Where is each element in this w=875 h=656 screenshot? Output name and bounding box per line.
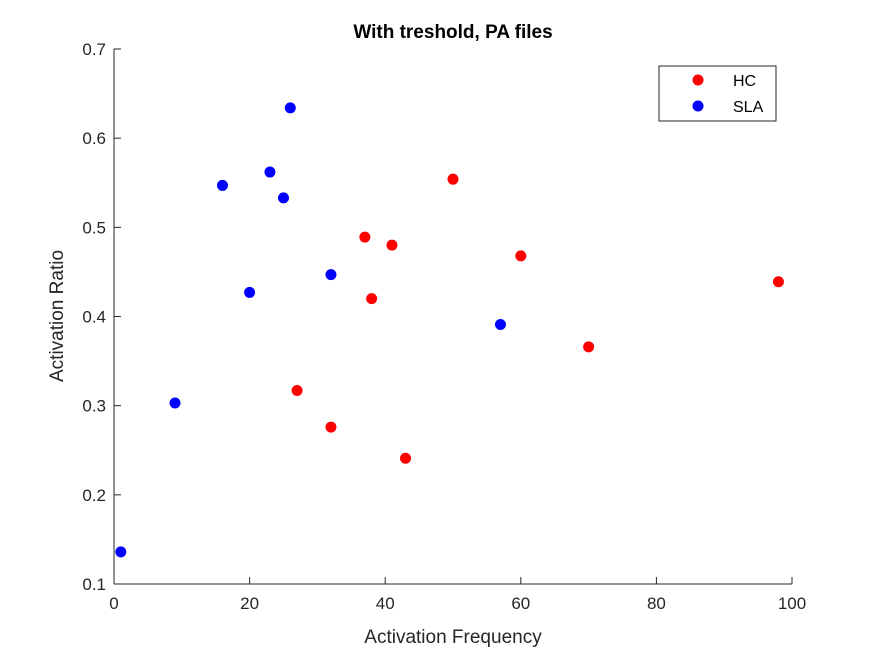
legend-box xyxy=(658,65,777,122)
data-point-sla xyxy=(169,397,181,409)
data-point-sla xyxy=(216,179,228,191)
data-points xyxy=(115,102,784,558)
y-axis-label: Activation Ratio xyxy=(47,250,68,382)
x-ticks: 0 20 40 60 80 100 xyxy=(109,577,806,613)
x-tick-label: 20 xyxy=(240,594,259,613)
data-point-sla xyxy=(244,286,256,298)
x-tick-label: 40 xyxy=(376,594,395,613)
data-point-sla xyxy=(115,546,127,558)
data-point-sla xyxy=(278,192,289,204)
data-point-hc xyxy=(772,276,784,288)
plot-area xyxy=(114,49,792,584)
data-point-sla xyxy=(284,102,296,114)
legend-label-sla: SLA xyxy=(733,99,764,116)
x-tick-label: 100 xyxy=(778,594,806,613)
y-tick-label: 0.2 xyxy=(82,486,106,505)
x-tick-label: 0 xyxy=(109,594,118,613)
legend: HC SLA xyxy=(658,65,777,122)
data-point-hc xyxy=(366,293,378,305)
data-point-hc xyxy=(447,173,459,185)
y-tick-label: 0.1 xyxy=(82,575,106,594)
data-point-hc xyxy=(291,385,303,397)
y-tick-label: 0.7 xyxy=(82,40,106,59)
x-tick-label: 80 xyxy=(647,594,666,613)
y-tick-label: 0.5 xyxy=(82,218,106,237)
data-point-hc xyxy=(515,250,527,262)
x-tick-label: 60 xyxy=(511,594,530,613)
data-point-sla xyxy=(325,269,337,281)
y-tick-label: 0.6 xyxy=(82,129,106,148)
legend-marker-sla xyxy=(692,100,704,112)
y-tick-label: 0.4 xyxy=(82,308,106,327)
data-point-hc xyxy=(583,341,595,353)
data-point-hc xyxy=(400,452,412,464)
x-axis-label: Activation Frequency xyxy=(364,627,542,648)
y-tick-label: 0.3 xyxy=(82,397,106,416)
data-point-sla xyxy=(494,319,506,331)
data-point-hc xyxy=(359,231,371,243)
data-point-sla xyxy=(264,166,276,178)
data-point-hc xyxy=(386,239,398,251)
legend-label-hc: HC xyxy=(733,73,756,90)
y-ticks: 0.1 0.2 0.3 0.4 0.5 0.6 0.7 xyxy=(82,40,121,594)
chart-title: With treshold, PA files xyxy=(353,22,552,43)
legend-marker-hc xyxy=(692,74,704,86)
data-point-hc xyxy=(325,421,337,433)
